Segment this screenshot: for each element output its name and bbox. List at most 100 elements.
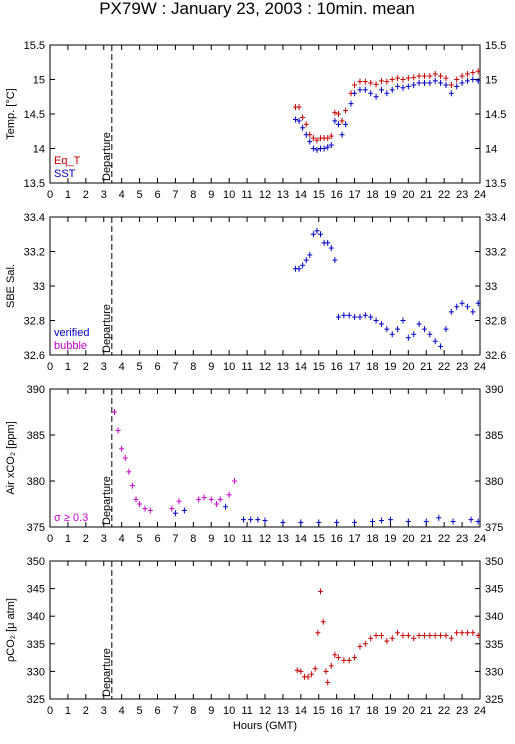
- x-tick-label: 7: [172, 189, 178, 201]
- data-point: [321, 145, 327, 152]
- x-tick-label: 15: [313, 361, 325, 373]
- x-tick-label: 16: [331, 189, 343, 201]
- data-point: [255, 516, 261, 523]
- data-point: [443, 632, 449, 639]
- x-tick-label: 17: [348, 533, 360, 545]
- x-tick-label: 15: [313, 189, 325, 201]
- y-tick-label: 335: [27, 639, 45, 651]
- data-point: [303, 131, 309, 138]
- data-point: [427, 73, 433, 80]
- data-point: [307, 138, 313, 145]
- x-tick-label: 5: [137, 533, 143, 545]
- data-point: [147, 507, 153, 514]
- y-tick-label: 380: [27, 476, 45, 488]
- y-tick-label: 330: [27, 666, 45, 678]
- data-point: [142, 505, 148, 512]
- data-point: [362, 640, 368, 647]
- x-tick-label: 17: [348, 705, 360, 717]
- y-tick-label: 325: [27, 694, 45, 706]
- departure-label: Departure: [101, 304, 113, 353]
- data-point: [328, 662, 334, 669]
- data-point: [421, 73, 427, 80]
- x-tick-label: 3: [101, 361, 107, 373]
- x-tick-label: 8: [190, 705, 196, 717]
- data-point: [298, 519, 304, 526]
- data-point: [436, 514, 442, 521]
- x-tick-label: 4: [119, 189, 125, 201]
- y-tick-label: 390: [27, 384, 45, 396]
- x-tick-label: 4: [119, 533, 125, 545]
- data-point: [400, 632, 406, 639]
- data-point: [310, 135, 316, 142]
- data-point: [395, 629, 401, 636]
- data-point: [384, 78, 390, 85]
- data-point: [411, 635, 417, 642]
- x-tick-label: 19: [384, 705, 396, 717]
- data-point: [416, 632, 422, 639]
- x-tick-label: 2: [83, 533, 89, 545]
- x-tick-label: 24: [474, 189, 486, 201]
- y-tick-label: 32.6: [485, 350, 506, 362]
- data-point: [400, 84, 406, 91]
- data-point: [468, 516, 474, 523]
- data-point: [448, 308, 454, 315]
- data-point: [438, 632, 444, 639]
- data-point: [307, 251, 313, 258]
- y-tick-label: 33: [485, 281, 497, 293]
- data-point: [423, 518, 429, 525]
- data-point: [343, 121, 349, 128]
- data-point: [325, 135, 331, 142]
- data-point: [328, 245, 334, 252]
- x-tick-label: 20: [402, 705, 414, 717]
- data-point: [427, 331, 433, 338]
- data-point: [335, 654, 341, 661]
- x-tick-label: 16: [331, 533, 343, 545]
- data-point: [339, 131, 345, 138]
- x-tick-label: 20: [402, 189, 414, 201]
- y-tick-label: 375: [27, 522, 45, 534]
- x-tick-label: 4: [119, 705, 125, 717]
- data-point: [357, 78, 363, 85]
- data-point: [405, 632, 411, 639]
- x-tick-label: 14: [295, 533, 307, 545]
- y-tick-label: 14: [485, 144, 497, 156]
- legend-entry: SST: [54, 168, 76, 180]
- x-tick-label: 17: [348, 189, 360, 201]
- data-point: [296, 265, 302, 272]
- data-point: [389, 76, 395, 83]
- x-tick-label: 19: [384, 533, 396, 545]
- data-point: [378, 320, 384, 327]
- data-point: [346, 657, 352, 664]
- data-point: [389, 635, 395, 642]
- departure-label: Departure: [101, 648, 113, 697]
- data-point: [448, 82, 454, 89]
- data-point: [362, 312, 368, 319]
- data-point: [438, 343, 444, 350]
- data-point: [378, 517, 384, 524]
- data-point: [459, 79, 465, 86]
- departure-label: Departure: [101, 132, 113, 181]
- data-point: [384, 90, 390, 97]
- x-tick-label: 2: [83, 189, 89, 201]
- data-point: [352, 654, 358, 661]
- data-point: [335, 314, 341, 321]
- y-axis-label: SBE Sal.: [5, 264, 17, 308]
- data-point: [334, 519, 340, 526]
- data-point: [214, 501, 220, 507]
- data-point: [325, 239, 331, 246]
- data-point: [459, 300, 465, 307]
- data-point: [315, 629, 321, 636]
- data-point: [438, 79, 444, 86]
- data-point: [470, 76, 476, 83]
- data-point: [196, 496, 202, 503]
- x-tick-label: 1: [65, 361, 71, 373]
- data-point: [129, 482, 135, 489]
- data-point: [459, 73, 465, 80]
- data-point: [443, 75, 449, 82]
- x-tick-label: 6: [154, 361, 160, 373]
- y-tick-label: 345: [485, 584, 503, 596]
- data-point: [332, 257, 338, 264]
- x-tick-label: 19: [384, 361, 396, 373]
- data-point: [318, 588, 324, 595]
- x-tick-label: 15: [313, 533, 325, 545]
